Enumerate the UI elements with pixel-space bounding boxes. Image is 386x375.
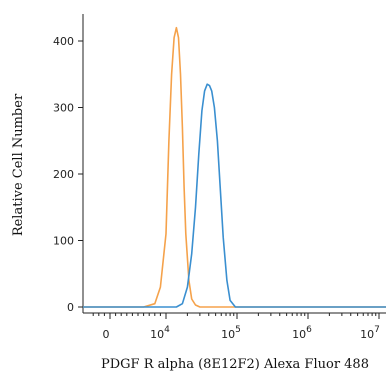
x-axis-title: PDGF R alpha (8E12F2) Alexa Fluor 488 [101,357,369,372]
y-tick-label: 400 [53,35,74,48]
x-tick-label: 105 [221,325,241,341]
y-axis-title: Relative Cell Number [11,93,26,236]
y-tick-label: 200 [53,168,74,181]
series-line-2 [83,83,386,308]
y-tick-label: 100 [53,235,74,248]
y-tick-label: 0 [67,301,74,314]
x-tick-label: 107 [360,325,380,341]
x-ticks: 0 104 105 106 107 [92,313,380,341]
series-layer [83,26,386,308]
series-line-1 [83,26,386,308]
x-tick-label: 0 [103,328,110,341]
y-ticks: 0 100 200 300 400 [53,35,83,314]
x-tick-label: 104 [150,325,170,341]
y-tick-label: 300 [53,102,74,115]
x-tick-label: 106 [292,325,312,341]
